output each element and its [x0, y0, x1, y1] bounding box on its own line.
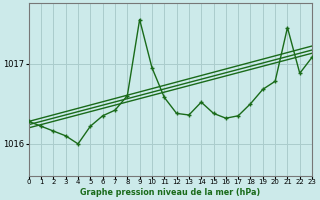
- X-axis label: Graphe pression niveau de la mer (hPa): Graphe pression niveau de la mer (hPa): [80, 188, 260, 197]
